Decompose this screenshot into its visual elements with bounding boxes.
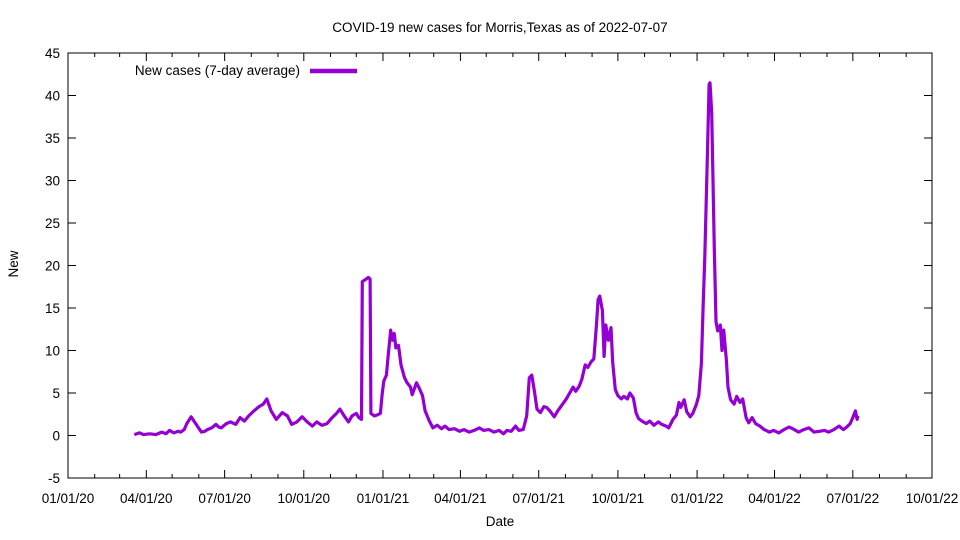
y-axis-title: New xyxy=(6,250,21,278)
y-tick-label: -5 xyxy=(48,471,60,486)
x-tick-label: 10/01/20 xyxy=(278,491,331,506)
x-tick-label: 04/01/22 xyxy=(748,491,801,506)
legend-entry-label: New cases (7-day average) xyxy=(134,63,300,78)
x-tick-label: 01/01/20 xyxy=(42,491,95,506)
x-axis-title: Date xyxy=(485,514,515,529)
y-tick-label: 10 xyxy=(45,344,60,359)
y-tick-label: 15 xyxy=(45,301,60,316)
x-tick-label: 10/01/22 xyxy=(906,491,959,506)
x-tick-label: 01/01/22 xyxy=(671,491,724,506)
y-tick-label: 25 xyxy=(45,216,60,231)
y-tick-label: 35 xyxy=(45,131,60,146)
y-tick-label: 5 xyxy=(52,386,60,401)
y-tick-label: 30 xyxy=(45,174,60,189)
y-tick-label: 20 xyxy=(45,259,60,274)
data-line xyxy=(133,81,860,437)
y-tick-label: 45 xyxy=(45,46,60,61)
plot-border xyxy=(67,52,933,479)
x-tick-label: 07/01/21 xyxy=(512,491,565,506)
x-tick-label: 01/01/21 xyxy=(357,491,410,506)
y-tick-label: 0 xyxy=(52,429,60,444)
chart-title: COVID-19 new cases for Morris,Texas as o… xyxy=(332,20,668,35)
x-tick-label: 10/01/21 xyxy=(592,491,645,506)
y-tick-label: 40 xyxy=(45,89,60,104)
x-tick-label: 07/01/20 xyxy=(198,491,251,506)
x-tick-label: 04/01/20 xyxy=(120,491,173,506)
x-tick-label: 07/01/22 xyxy=(827,491,880,506)
x-tick-label: 04/01/21 xyxy=(434,491,487,506)
